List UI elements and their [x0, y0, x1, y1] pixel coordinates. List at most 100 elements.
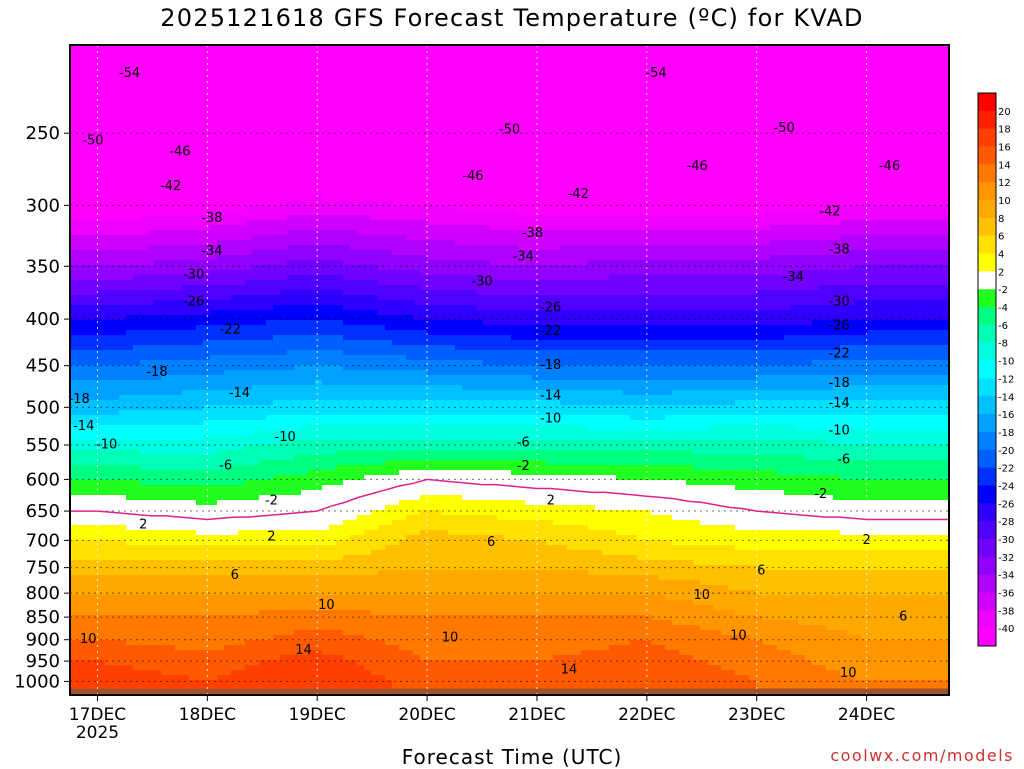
heatmap-cell — [98, 525, 106, 531]
heatmap-cell — [140, 540, 148, 546]
heatmap-cell — [70, 260, 78, 266]
heatmap-cell — [252, 165, 260, 171]
heatmap-cell — [210, 585, 218, 591]
heatmap-cell — [105, 365, 113, 371]
heatmap-cell — [259, 375, 267, 381]
heatmap-cell — [189, 645, 197, 651]
heatmap-cell — [280, 200, 288, 206]
heatmap-cell — [175, 185, 183, 191]
heatmap-cell — [322, 500, 330, 506]
heatmap-cell — [126, 685, 134, 691]
heatmap-cell — [203, 110, 211, 116]
heatmap-cell — [84, 475, 92, 481]
heatmap-cell — [329, 220, 337, 226]
heatmap-cell — [189, 290, 197, 296]
heatmap-cell — [329, 190, 337, 196]
heatmap-cell — [210, 575, 218, 581]
heatmap-cell — [224, 185, 232, 191]
heatmap-cell — [119, 330, 127, 336]
heatmap-cell — [301, 175, 309, 181]
heatmap-cell — [203, 375, 211, 381]
heatmap-cell — [175, 115, 183, 121]
heatmap-cell — [217, 210, 225, 216]
heatmap-cell — [189, 560, 197, 566]
heatmap-cell — [147, 50, 155, 56]
heatmap-cell — [175, 195, 183, 201]
heatmap-cell — [196, 365, 204, 371]
heatmap-cell — [175, 340, 183, 346]
heatmap-cell — [119, 540, 127, 546]
heatmap-cell — [126, 245, 134, 251]
heatmap-cell — [245, 45, 253, 51]
heatmap-cell — [245, 395, 253, 401]
heatmap-cell — [147, 60, 155, 66]
heatmap-cell — [84, 630, 92, 636]
heatmap-cell — [203, 50, 211, 56]
heatmap-cell — [112, 165, 120, 171]
heatmap-cell — [259, 675, 267, 681]
heatmap-cell — [245, 565, 253, 571]
heatmap-cell — [336, 330, 344, 336]
heatmap-cell — [322, 650, 330, 656]
heatmap-cell — [105, 625, 113, 631]
heatmap-cell — [301, 290, 309, 296]
heatmap-cell — [133, 270, 141, 276]
heatmap-cell — [294, 85, 302, 91]
heatmap-cell — [266, 675, 274, 681]
heatmap-cell — [119, 515, 127, 521]
heatmap-cell — [154, 350, 162, 356]
heatmap-cell — [308, 70, 316, 76]
heatmap-cell — [231, 425, 239, 431]
heatmap-cell — [210, 535, 218, 541]
heatmap-cell — [154, 295, 162, 301]
heatmap-cell — [322, 640, 330, 646]
heatmap-cell — [84, 605, 92, 611]
heatmap-cell — [98, 300, 106, 306]
heatmap-cell — [210, 365, 218, 371]
heatmap-cell — [203, 115, 211, 121]
heatmap-cell — [133, 105, 141, 111]
heatmap-cell — [77, 440, 85, 446]
heatmap-cell — [105, 340, 113, 346]
heatmap-cell — [77, 540, 85, 546]
heatmap-cell — [147, 505, 155, 511]
heatmap-cell — [70, 495, 78, 501]
heatmap-cell — [126, 635, 134, 641]
heatmap-cell — [182, 430, 190, 436]
heatmap-cell — [161, 250, 169, 256]
heatmap-cell — [245, 90, 253, 96]
heatmap-cell — [322, 180, 330, 186]
heatmap-cell — [280, 80, 288, 86]
heatmap-cell — [322, 55, 330, 61]
heatmap-cell — [329, 420, 337, 426]
heatmap-cell — [154, 610, 162, 616]
heatmap-cell — [98, 460, 106, 466]
heatmap-cell — [259, 325, 267, 331]
heatmap-cell — [77, 215, 85, 221]
heatmap-cell — [175, 100, 183, 106]
heatmap-cell — [315, 295, 323, 301]
heatmap-cell — [196, 400, 204, 406]
heatmap-cell — [112, 450, 120, 456]
heatmap-cell — [84, 315, 92, 321]
heatmap-cell — [294, 125, 302, 131]
heatmap-cell — [259, 45, 267, 51]
heatmap-cell — [77, 315, 85, 321]
heatmap-cell — [91, 315, 99, 321]
heatmap-cell — [217, 470, 225, 476]
heatmap-cell — [224, 165, 232, 171]
heatmap-cell — [189, 245, 197, 251]
heatmap-cell — [140, 675, 148, 681]
heatmap-cell — [231, 130, 239, 136]
heatmap-cell — [252, 490, 260, 496]
heatmap-cell — [126, 300, 134, 306]
heatmap-cell — [182, 165, 190, 171]
heatmap-cell — [105, 555, 113, 561]
heatmap-cell — [77, 655, 85, 661]
heatmap-cell — [210, 250, 218, 256]
heatmap-cell — [168, 620, 176, 626]
heatmap-cell — [301, 360, 309, 366]
heatmap-cell — [161, 585, 169, 591]
heatmap-cell — [161, 570, 169, 576]
heatmap-cell — [301, 605, 309, 611]
